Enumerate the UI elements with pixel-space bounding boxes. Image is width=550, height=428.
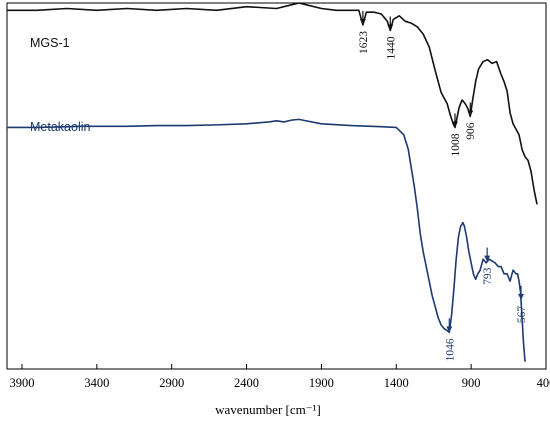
series-label-metakaolin: Metakaolin — [30, 120, 90, 134]
peak-arrow-head — [446, 326, 453, 333]
peak-marker-793: 793 — [482, 247, 494, 285]
x-axis-title: wavenumber [cm⁻¹] — [215, 402, 321, 417]
peak-arrow-head — [467, 110, 474, 117]
x-tick-label-3900: 3900 — [9, 376, 34, 390]
peak-label-1623: 1623 — [358, 31, 370, 54]
series-layer: MGS-1 Metakaolin — [7, 2, 538, 362]
peak-arrow-head — [451, 121, 458, 128]
x-tick-label-900: 900 — [462, 376, 481, 390]
peak-label-793: 793 — [482, 267, 494, 285]
x-tick-label-1900: 1900 — [309, 376, 334, 390]
x-tick-label-3400: 3400 — [84, 376, 109, 390]
peak-label-567: 567 — [516, 306, 528, 324]
peak-marker-567: 567 — [516, 285, 528, 324]
series-line-mgs-1 — [7, 2, 538, 205]
peak-marker-1046: 1046 — [444, 318, 456, 361]
peak-label-1008: 1008 — [450, 133, 462, 156]
x-tick-label-2400: 2400 — [234, 376, 259, 390]
series-label-mgs-1: MGS-1 — [30, 36, 70, 50]
plot-frame — [6, 2, 547, 370]
peak-marker-1623: 1623 — [358, 10, 370, 54]
peak-marker-906: 906 — [465, 102, 477, 140]
x-tick-label-2900: 2900 — [159, 376, 184, 390]
x-tick-label-400: 400 — [537, 376, 550, 390]
peak-arrow-head — [484, 255, 491, 262]
peak-label-906: 906 — [465, 122, 477, 139]
series-line-metakaolin — [7, 118, 526, 362]
x-tick-label-1400: 1400 — [384, 376, 409, 390]
x-axis: 3900 3400 2900 2400 1900 1400 900 400 — [9, 364, 550, 390]
peak-marker-1008: 1008 — [450, 113, 462, 156]
peak-arrow-head — [359, 18, 366, 25]
peak-marker-1440: 1440 — [385, 16, 397, 59]
peak-label-1440: 1440 — [385, 36, 397, 59]
peak-arrow-head — [387, 24, 394, 31]
peak-label-1046: 1046 — [444, 338, 456, 361]
peak-arrow-head — [517, 293, 524, 300]
